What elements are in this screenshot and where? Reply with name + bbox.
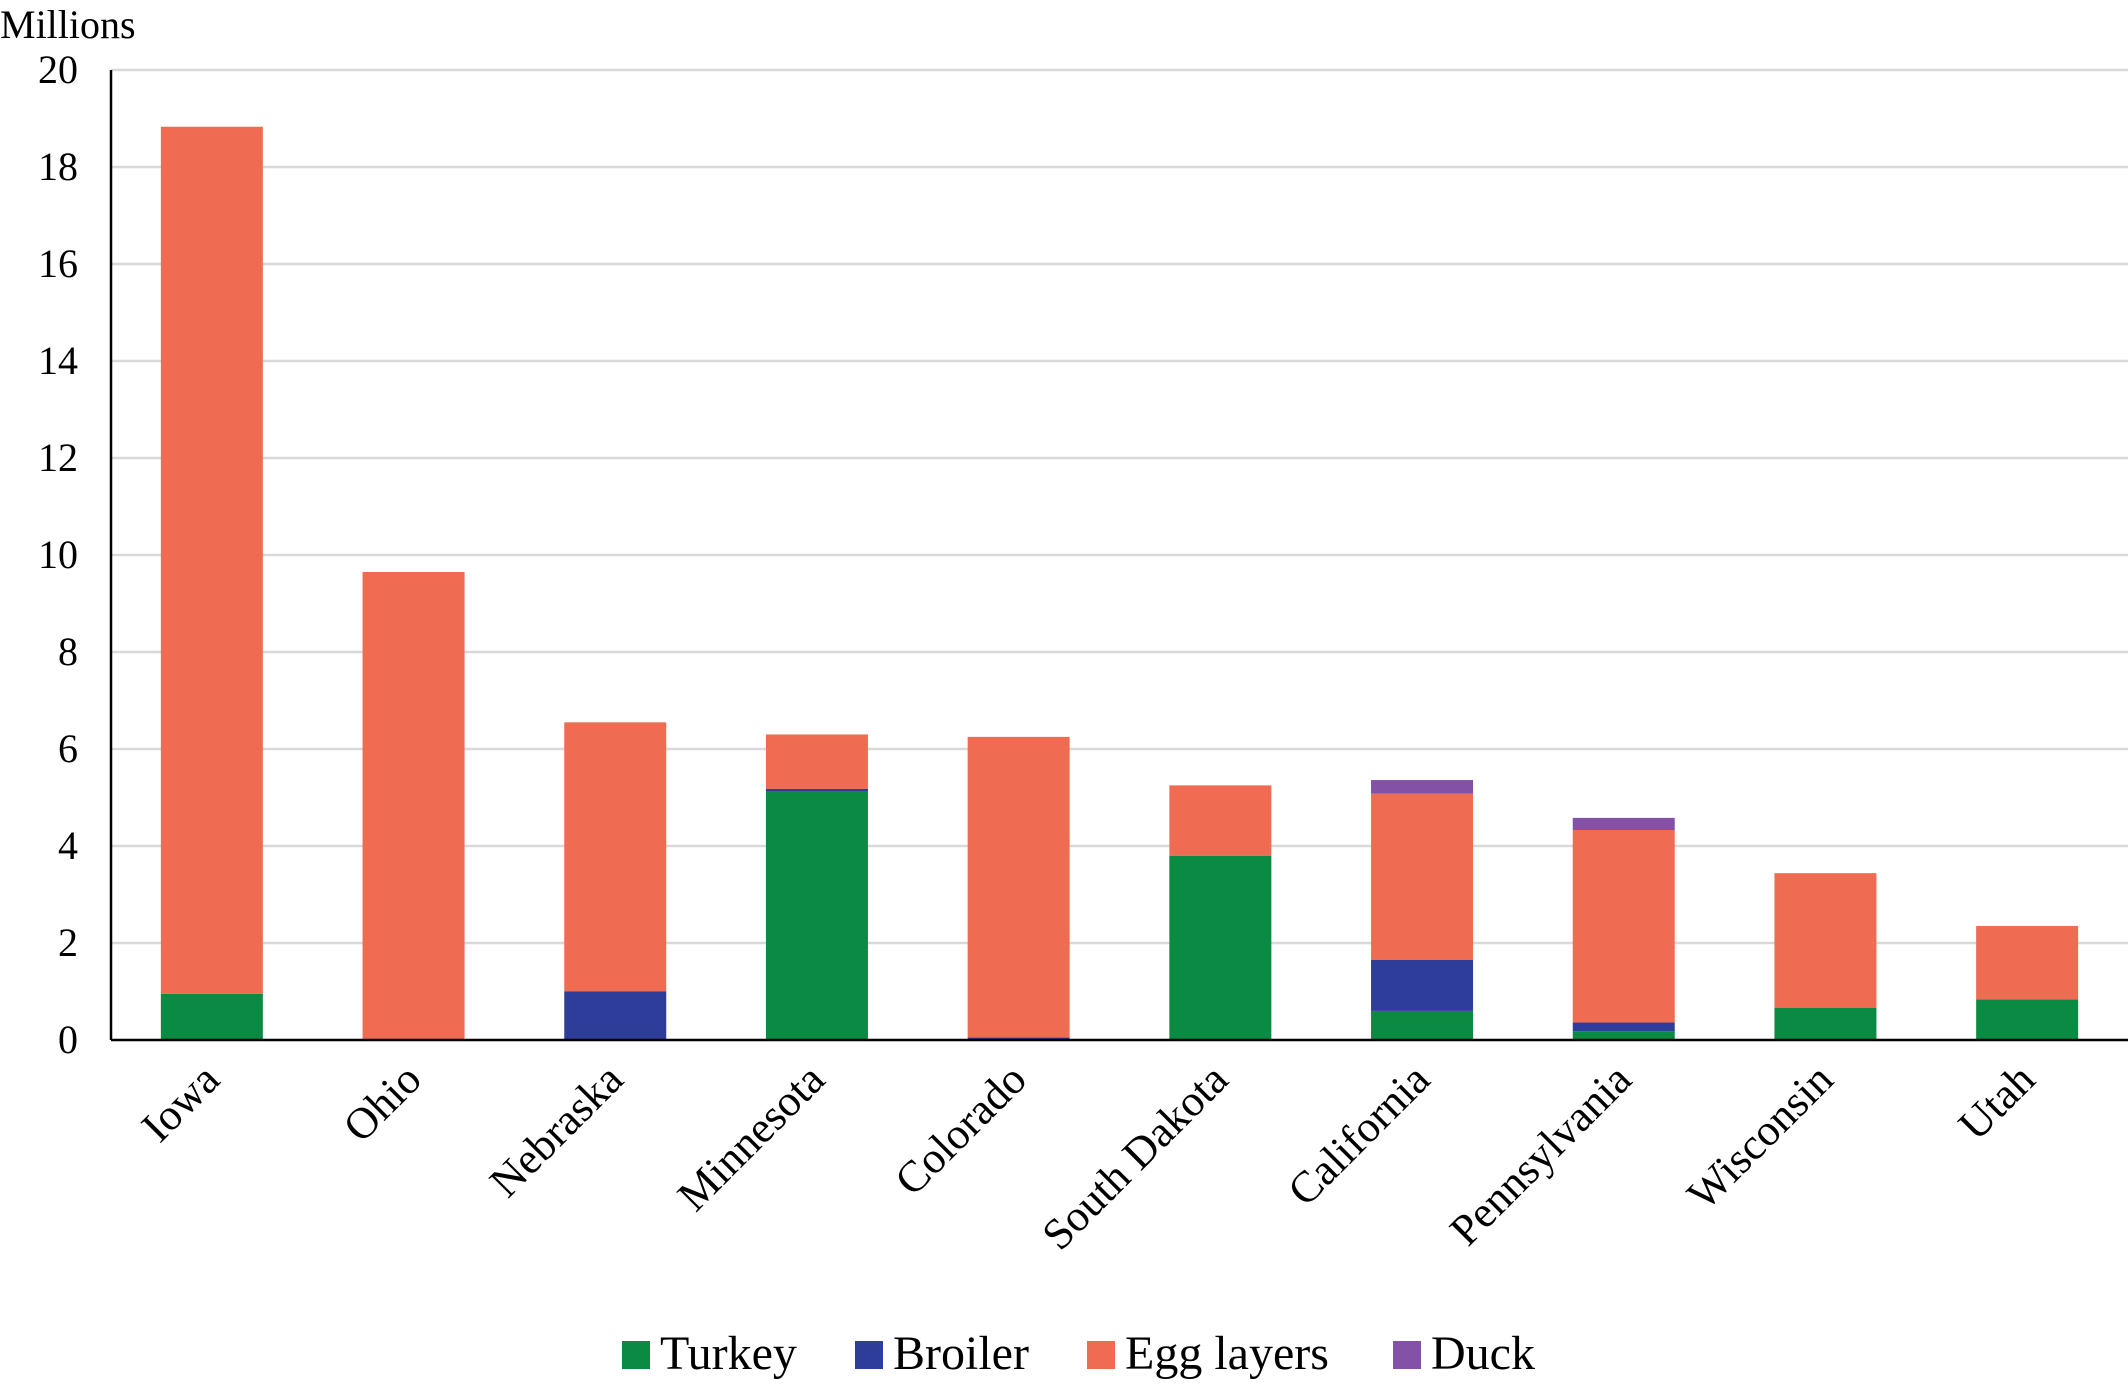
bar-segment-turkey-pennsylvania	[1572, 1031, 1675, 1040]
x-tick-label: Wisconsin	[1678, 1054, 1843, 1219]
x-tick-label: South Dakota	[1033, 1054, 1238, 1259]
bar-segment-turkey-south-dakota	[1169, 855, 1272, 1040]
bar-segment-turkey-iowa	[160, 993, 263, 1040]
bar-segment-turkey-minnesota	[765, 791, 868, 1040]
bar-segment-egg-layers-iowa	[160, 126, 263, 994]
legend-label: Egg layers	[1125, 1327, 1329, 1380]
bar-segment-broiler-pennsylvania	[1572, 1022, 1675, 1032]
y-tick-labels: 0 2 4 6 8 10 12 14 16 18 20	[38, 47, 78, 1062]
y-tick-label: 4	[58, 823, 78, 868]
y-axis-unit-label: Millions	[0, 2, 136, 47]
legend-label: Duck	[1431, 1327, 1535, 1380]
y-tick-label: 18	[38, 144, 78, 189]
legend-swatch	[1393, 1341, 1421, 1369]
x-tick-label: Pennsylvania	[1440, 1054, 1641, 1255]
y-tick-label: 0	[58, 1017, 78, 1062]
legend-item-turkey: Turkey	[622, 1327, 797, 1380]
bar-segment-broiler-california	[1371, 959, 1474, 1011]
x-tick-label: Iowa	[132, 1054, 229, 1151]
x-tick-label: Minnesota	[668, 1054, 834, 1220]
y-tick-label: 10	[38, 532, 78, 577]
bar-segment-egg-layers-minnesota	[765, 734, 868, 789]
bar-segment-broiler-nebraska	[564, 991, 667, 1040]
axes	[109, 70, 2128, 1042]
bar-segment-turkey-wisconsin	[1774, 1007, 1877, 1040]
x-tick-label: Utah	[1949, 1054, 2044, 1149]
y-tick-label: 20	[38, 47, 78, 92]
y-tick-label: 6	[58, 726, 78, 771]
legend-swatch	[622, 1341, 650, 1369]
legend-label: Broiler	[893, 1327, 1029, 1380]
legend-swatch	[855, 1341, 883, 1369]
x-tick-label: Nebraska	[480, 1054, 632, 1206]
bars	[160, 126, 2079, 1040]
bar-segment-egg-layers-south-dakota	[1169, 785, 1272, 856]
bar-segment-turkey-california	[1371, 1010, 1474, 1040]
bar-segment-broiler-minnesota	[765, 788, 868, 792]
y-tick-label: 14	[38, 338, 78, 383]
x-tick-label: California	[1278, 1054, 1439, 1215]
bar-segment-egg-layers-colorado	[967, 736, 1070, 1038]
bar-segment-turkey-utah	[1976, 999, 2079, 1040]
x-tick-label: Ohio	[334, 1054, 431, 1151]
y-tick-label: 12	[38, 435, 78, 480]
bar-segment-egg-layers-wisconsin	[1774, 873, 1877, 1008]
bar-segment-egg-layers-utah	[1976, 926, 2079, 1000]
bar-segment-egg-layers-nebraska	[564, 722, 667, 992]
bar-segment-duck-california	[1371, 780, 1474, 794]
bar-segment-duck-pennsylvania	[1572, 817, 1675, 830]
legend-item-duck: Duck	[1393, 1327, 1535, 1380]
x-tick-label: Colorado	[885, 1054, 1035, 1204]
legend-item-broiler: Broiler	[855, 1327, 1029, 1380]
bar-segment-egg-layers-pennsylvania	[1572, 829, 1675, 1023]
y-tick-label: 2	[58, 920, 78, 965]
y-tick-label: 8	[58, 629, 78, 674]
legend: Turkey Broiler Egg layers Duck	[622, 1327, 1535, 1380]
legend-swatch	[1087, 1341, 1115, 1369]
bar-segment-egg-layers-ohio	[362, 571, 465, 1040]
legend-label: Turkey	[660, 1327, 797, 1380]
legend-item-egg-layers: Egg layers	[1087, 1327, 1329, 1380]
y-tick-label: 16	[38, 241, 78, 286]
bar-segment-egg-layers-california	[1371, 793, 1474, 960]
